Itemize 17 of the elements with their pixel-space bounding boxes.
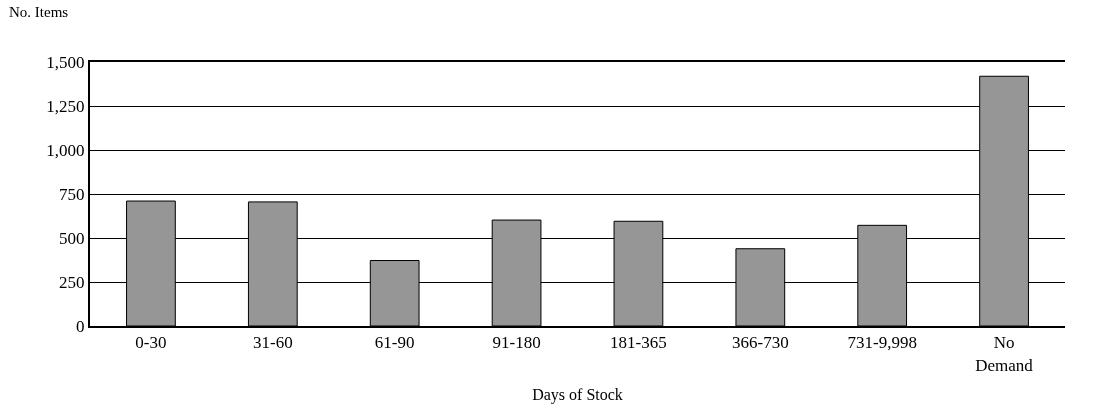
y-tick-label: 1,500: [46, 52, 85, 72]
y-tick-label: 1,000: [46, 140, 85, 160]
y-tick-label: 250: [59, 272, 85, 292]
x-tick-label: 181-365: [610, 333, 667, 353]
y-tick-label: 1,250: [46, 96, 85, 116]
y-tick-label: 750: [59, 184, 85, 204]
y-tick-label: 0: [76, 316, 85, 336]
x-tick-label: 31-60: [252, 333, 293, 353]
x-axis-title: Days of Stock: [532, 385, 623, 404]
x-tick-label: 731-9,998: [847, 333, 917, 353]
y-tick-label: 500: [59, 228, 85, 248]
x-tick-label: 0-30: [135, 333, 167, 353]
x-tick-label: 366-730: [731, 333, 789, 353]
x-tick-label: No Demand: [975, 333, 1034, 375]
x-tick-label: 61-90: [374, 333, 415, 353]
y-axis-title: No. Items: [9, 4, 69, 20]
x-tick-label: 91-180: [492, 333, 541, 353]
